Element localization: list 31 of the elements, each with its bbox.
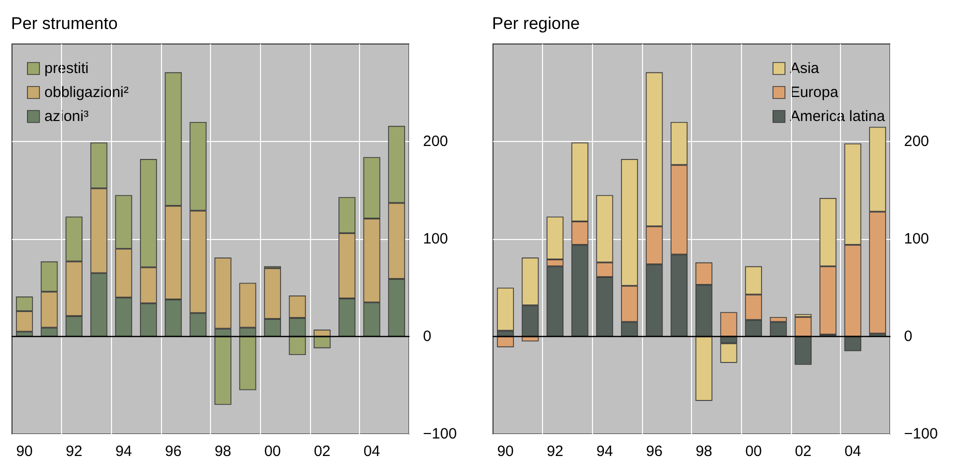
y-tick-label: 0 — [423, 328, 432, 345]
chart-title: Per regione — [492, 14, 580, 33]
x-tick-label: 92 — [546, 443, 564, 460]
x-tick-label: 00 — [264, 443, 281, 460]
x-tick-label: 92 — [66, 443, 82, 460]
y-tick-label: 0 — [904, 328, 912, 345]
x-tick-label: 96 — [646, 443, 663, 460]
legend-label: prestiti — [44, 60, 89, 77]
y-tick-label: 100 — [904, 230, 930, 248]
y-tick-label: 100 — [423, 230, 448, 248]
x-tick-label: 90 — [16, 443, 33, 460]
y-tick-label: 200 — [423, 133, 448, 150]
x-tick-label: 90 — [497, 443, 514, 460]
x-tick-label: 94 — [115, 443, 132, 460]
legend-label: azioni³ — [44, 108, 89, 125]
x-tick-label: 98 — [696, 443, 712, 460]
x-tick-label: 02 — [794, 443, 812, 460]
x-tick-label: 98 — [214, 443, 232, 460]
y-tick-label: −100 — [904, 426, 938, 442]
legend-label: America latina — [790, 108, 886, 125]
legend-label: obbligazioni² — [44, 84, 129, 101]
x-tick-label: 04 — [363, 443, 380, 460]
y-tick-label: 200 — [904, 133, 930, 150]
x-tick-label: 02 — [314, 443, 330, 460]
y-tick-label: −100 — [423, 426, 457, 442]
x-tick-label: 96 — [164, 443, 182, 460]
legend-label: Asia — [790, 60, 820, 77]
x-tick-label: 94 — [596, 443, 613, 460]
x-tick-label: 04 — [844, 443, 862, 460]
x-tick-label: 00 — [745, 443, 762, 460]
chart-title: Per strumento — [11, 14, 118, 33]
